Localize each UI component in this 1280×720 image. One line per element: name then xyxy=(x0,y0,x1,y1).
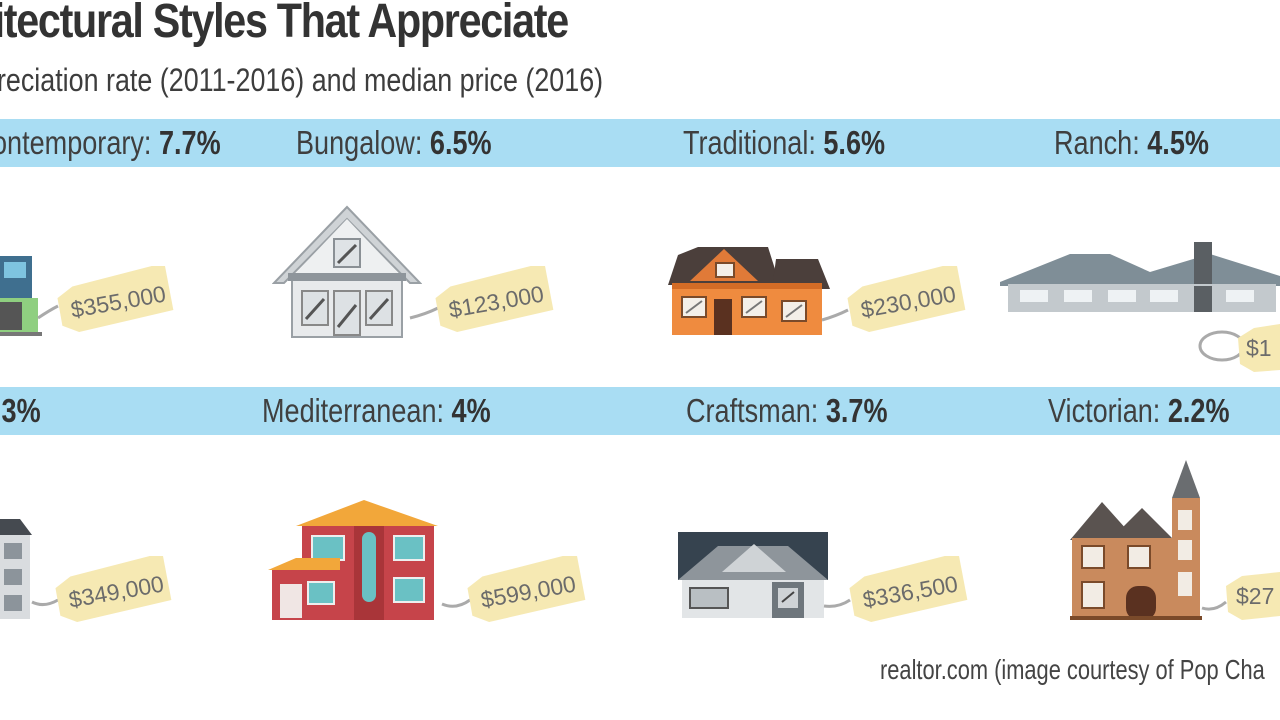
label-bungalow: Bungalow: 6.5% xyxy=(296,124,492,162)
price-tag-contemporary: $355,000 xyxy=(37,266,174,333)
row1-band xyxy=(0,119,1280,167)
row2-band xyxy=(0,387,1280,435)
appreciation-rate: 5.6% xyxy=(823,124,886,161)
ranch-house-icon xyxy=(1000,242,1280,312)
infographic-subtitle: preciation rate (2011-2016) and median p… xyxy=(0,62,604,98)
traditional-house-icon xyxy=(668,247,830,335)
appreciation-rate: 6.5% xyxy=(429,124,492,161)
price-tag-colonial: $349,000 xyxy=(31,556,172,623)
price-label: $27 xyxy=(1236,583,1274,609)
price-tag-mediterranean: $599,000 xyxy=(441,556,586,623)
style-name: Craftsman: xyxy=(686,392,819,429)
style-name: Mediterranean: xyxy=(262,392,445,429)
bungalow-house-icon xyxy=(272,205,422,338)
appreciation-rate: 4% xyxy=(451,392,491,429)
victorian-house-icon xyxy=(1070,460,1202,620)
style-name: Victorian: xyxy=(1048,392,1161,429)
label-victorian: Victorian: 2.2% xyxy=(1048,392,1230,430)
price-label: $1 xyxy=(1246,335,1272,361)
label-craftsman: Craftsman: 3.7% xyxy=(686,392,888,430)
mediterranean-house-icon xyxy=(268,500,438,620)
appreciation-rate: .3% xyxy=(0,392,41,429)
colonial-house-icon xyxy=(0,519,32,619)
style-name: Bungalow: xyxy=(296,124,423,161)
price-tag-traditional: $230,000 xyxy=(821,266,966,333)
price-tag-bungalow: $123,000 xyxy=(409,266,554,333)
infographic-title: chitectural Styles That Appreciate xyxy=(0,0,569,48)
label-traditional: Traditional: 5.6% xyxy=(683,124,885,162)
style-name: Ranch: xyxy=(1054,124,1140,161)
price-tag-victorian: $27 xyxy=(1201,572,1280,620)
appreciation-rate: 7.7% xyxy=(158,124,221,161)
appreciation-rate: 4.5% xyxy=(1147,124,1209,161)
contemporary-house-icon xyxy=(0,256,42,336)
label-contemporary: ontemporary: 7.7% xyxy=(0,124,221,162)
style-name: Traditional: xyxy=(683,124,816,161)
price-tag-craftsman: $336,500 xyxy=(823,556,968,623)
label-colonial: .3% xyxy=(0,392,41,430)
source-credit: realtor.com (image courtesy of Pop Cha xyxy=(880,654,1265,685)
craftsman-house-icon xyxy=(678,532,828,618)
label-mediterranean: Mediterranean: 4% xyxy=(262,392,491,430)
price-tag-ranch: $1 xyxy=(1198,324,1280,372)
appreciation-rate: 2.2% xyxy=(1167,392,1230,429)
appreciation-rate: 3.7% xyxy=(825,392,888,429)
style-name: ontemporary: xyxy=(0,124,152,161)
label-ranch: Ranch: 4.5% xyxy=(1054,124,1209,162)
